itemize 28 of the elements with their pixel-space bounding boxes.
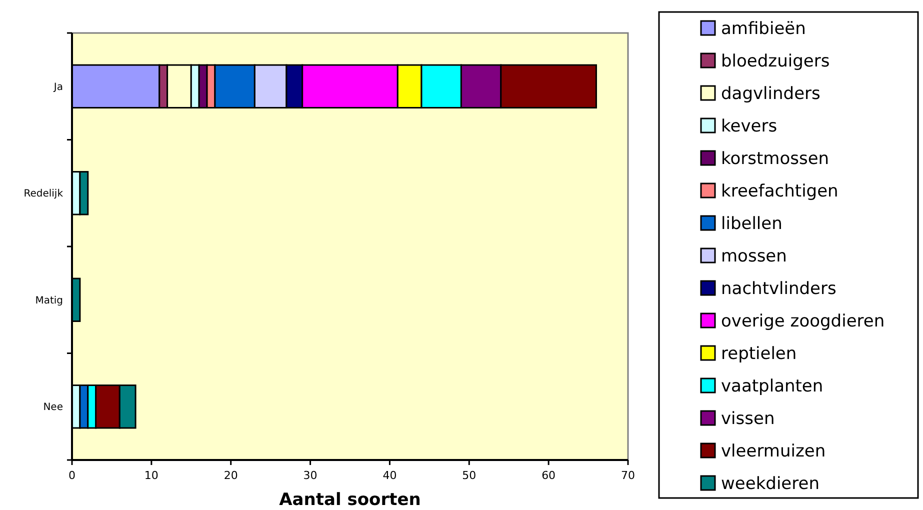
legend-label: vaatplanten bbox=[721, 376, 824, 396]
legend-label: vissen bbox=[721, 409, 775, 429]
legend-label: kevers bbox=[721, 116, 778, 136]
x-tick-label: 20 bbox=[224, 469, 238, 482]
legend-label: kreefachtigen bbox=[721, 182, 838, 202]
legend-label: reptielen bbox=[721, 344, 797, 364]
legend-label: korstmossen bbox=[721, 149, 830, 169]
legend-label: vleermuizen bbox=[721, 442, 826, 462]
x-tick-label: 60 bbox=[542, 469, 556, 482]
x-tick-label: 0 bbox=[68, 469, 76, 482]
legend-label: weekdieren bbox=[721, 474, 820, 494]
legend-label: overige zoogdieren bbox=[721, 312, 885, 332]
x-axis-title: Aantal soorten bbox=[279, 490, 421, 510]
x-tick-label: 70 bbox=[621, 469, 635, 482]
legend-label: amfibieën bbox=[721, 19, 806, 39]
legend-label: bloedzuigers bbox=[721, 52, 830, 72]
legend-label: nachtvlinders bbox=[721, 279, 836, 299]
y-tick-label: Redelijk bbox=[24, 188, 64, 200]
x-tick-label: 30 bbox=[303, 469, 318, 482]
x-tick-label: 50 bbox=[462, 469, 476, 482]
x-tick-label: 10 bbox=[144, 469, 158, 482]
y-tick-label: Nee bbox=[43, 402, 63, 414]
x-tick-label: 40 bbox=[382, 469, 397, 482]
y-tick-label: Ja bbox=[52, 82, 63, 93]
legend-label: mossen bbox=[721, 246, 787, 266]
y-tick-label: Matig bbox=[35, 295, 63, 306]
legend-label: libellen bbox=[721, 214, 782, 234]
legend-label: dagvlinders bbox=[721, 84, 821, 104]
